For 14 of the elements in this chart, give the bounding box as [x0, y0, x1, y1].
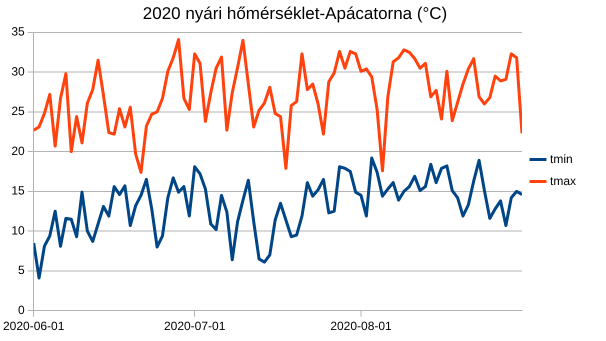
x-tick-label: 2020-08-01: [330, 319, 392, 334]
y-tick-label: 5: [18, 263, 26, 278]
legend-label: tmax: [550, 174, 576, 188]
x-tick-label: 2020-06-01: [2, 319, 65, 334]
y-tick-label: 10: [11, 223, 26, 238]
legend-label: tmin: [550, 152, 573, 166]
y-tick-label: 0: [18, 302, 26, 317]
y-tick-label: 30: [11, 64, 26, 78]
chart-title: 2020 nyári hőmérséklet-Apácatorna (°C): [142, 4, 448, 23]
y-tick-label: 15: [11, 184, 26, 198]
y-tick-label: 25: [11, 104, 26, 118]
y-tick-label: 35: [11, 24, 26, 39]
x-tick-label: 2020-07-01: [164, 319, 226, 334]
y-tick-label: 20: [11, 144, 26, 158]
